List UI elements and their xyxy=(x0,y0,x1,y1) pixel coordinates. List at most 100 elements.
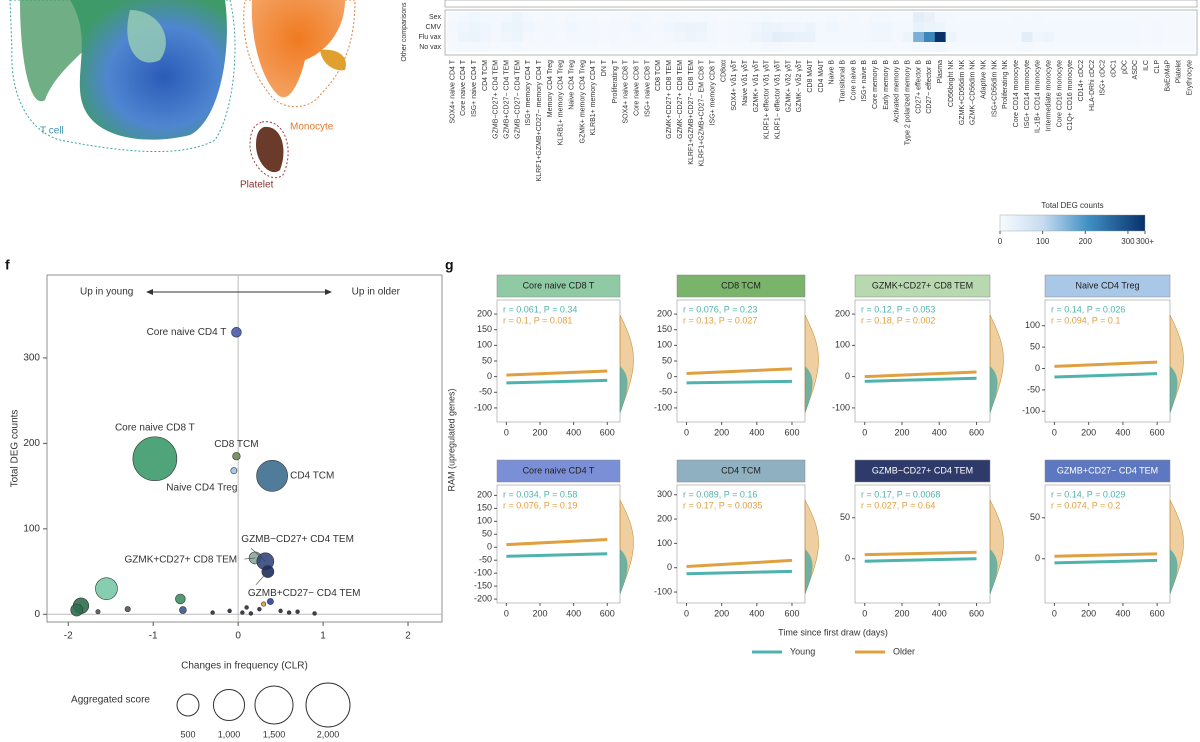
y-tick-label: 200 xyxy=(657,513,672,523)
heatmap-column-label: HLA-DRhi cDC2 xyxy=(1089,60,1096,111)
heatmap-column-label: Adaptive NK xyxy=(980,60,987,99)
trend-line xyxy=(686,569,793,576)
heatmap-cell xyxy=(447,22,459,32)
heatmap-column-label: ILC xyxy=(1143,60,1150,71)
heatmap-cell xyxy=(1054,22,1066,32)
heatmap-column-label: GZMK+ Vδ1 γδT xyxy=(753,59,760,112)
monocyte-outline xyxy=(243,0,356,108)
heatmap-cell xyxy=(956,32,968,42)
stats-text: r = 0.094, P = 0.1 xyxy=(1051,315,1120,325)
y-tick-label: 50 xyxy=(1030,512,1040,522)
stats-text: r = 0.17, P = 0.0035 xyxy=(683,500,762,510)
heatmap-cell xyxy=(1184,22,1196,32)
size-legend-circle xyxy=(254,685,294,725)
heatmap-cell xyxy=(815,32,827,42)
heatmap-cell xyxy=(1097,42,1109,52)
bubble xyxy=(295,609,300,614)
bubble xyxy=(266,598,274,605)
heatmap-cell xyxy=(652,22,665,32)
heatmap-column-label: Core naive CD4 T xyxy=(460,59,467,116)
bubble-label: CD4 TCM xyxy=(290,470,334,481)
heatmap-cell xyxy=(826,32,838,42)
heatmap-cell xyxy=(837,12,849,22)
y-tick-label: 100 xyxy=(1025,320,1040,330)
heatmap-column-label: ISG+ naive CD4 T xyxy=(471,59,478,117)
heatmap-cell xyxy=(696,32,708,42)
y-tick-label: 50 xyxy=(840,512,850,522)
y-tick-label: 200 xyxy=(477,308,492,318)
heatmap-cell xyxy=(609,32,621,42)
heatmap-cell xyxy=(1162,42,1174,52)
bubble xyxy=(278,608,283,614)
y-tick-label: -150 xyxy=(474,581,492,591)
stats-text: r = 0.1, P = 0.081 xyxy=(503,315,572,325)
heatmap-cell xyxy=(869,42,881,52)
heatmap-column-label: Erythrocyte xyxy=(1186,60,1193,96)
heatmap-cell xyxy=(761,42,773,52)
heatmap-row-label: Flu vax xyxy=(418,34,441,41)
bubble xyxy=(256,459,288,492)
heatmap-column-label: CD4 MAIT xyxy=(818,59,825,92)
density xyxy=(620,366,628,414)
heatmap-cell xyxy=(544,22,556,32)
heatmap-cell xyxy=(1151,22,1163,32)
x-tick-label: 600 xyxy=(600,608,615,618)
x-tick-label: 600 xyxy=(1150,608,1165,618)
heatmap-cell xyxy=(544,12,556,22)
heatmap-column-label: SOX4+ naive CD4 T xyxy=(449,59,456,123)
heatmap-cell xyxy=(522,12,534,22)
heatmap-cell xyxy=(989,12,1001,22)
heatmap-column-label: GZMK+ memory CD4 Treg xyxy=(579,60,586,144)
trend-line xyxy=(506,537,608,547)
heatmap-column-label: Type 2 polarized memory B xyxy=(905,60,912,146)
heatmap-row-label: CMV xyxy=(425,24,441,31)
heatmap-cell xyxy=(1119,42,1131,52)
bubble xyxy=(124,606,131,613)
x-tick-label: 0 xyxy=(235,631,241,642)
bubble-label: Core naive CD8 T xyxy=(115,422,195,433)
heatmap-column-label: Naive CD4 Treg xyxy=(569,60,576,110)
stats-text: r = 0.089, P = 0.16 xyxy=(683,489,757,499)
heatmap-cell xyxy=(880,32,892,42)
y-tick-label: -100 xyxy=(1022,406,1040,416)
heatmap-column-label: CD8αα xyxy=(720,60,727,82)
heatmap-cell xyxy=(1151,12,1163,22)
heatmap-column-label: ISG+ memory CD8 T xyxy=(709,59,716,125)
y-tick-label: 0 xyxy=(34,609,40,620)
density xyxy=(1170,366,1178,414)
trend-line xyxy=(506,369,608,377)
heatmap-column-label: Activated memory B xyxy=(894,60,901,123)
heatmap-cell xyxy=(609,42,621,52)
heatmap-column-label: GZMK− Vδ2 γδT xyxy=(796,59,803,112)
stats-text: r = 0.13, P = 0.027 xyxy=(683,315,757,325)
y-tick-label: 50 xyxy=(662,355,672,365)
heatmap-cell xyxy=(663,32,675,42)
trend-line xyxy=(864,557,977,563)
panel-title: GZMB−CD27+ CD4 TEM xyxy=(872,465,973,475)
heatmap-cell xyxy=(555,42,567,52)
x-tick-label: 400 xyxy=(932,608,947,618)
panel-header xyxy=(1044,459,1171,483)
heatmap-cell xyxy=(577,22,589,32)
heatmap-cell xyxy=(728,12,740,22)
heatmap-cell xyxy=(902,22,914,32)
heatmap-cell xyxy=(869,32,881,42)
heatmap-column-label: Transitional B xyxy=(840,60,847,103)
heatmap-cell xyxy=(934,12,946,22)
heatmap-cell xyxy=(913,32,925,42)
heatmap-cell xyxy=(512,12,524,22)
heatmap-cell xyxy=(1054,42,1066,52)
heatmap-cell xyxy=(1162,12,1174,22)
heatmap-cell xyxy=(1032,42,1044,52)
heatmap-cell xyxy=(685,22,697,32)
heatmap-cell xyxy=(696,22,708,32)
heatmap-cell xyxy=(1129,32,1141,42)
heatmap-cell xyxy=(1086,12,1098,22)
y-tick-label: -50 xyxy=(479,387,492,397)
y-tick-label: -50 xyxy=(479,555,492,565)
stats-text: r = 0.14, P = 0.029 xyxy=(1051,489,1125,499)
heatmap-cell xyxy=(858,42,870,52)
heatmap-cell xyxy=(512,22,524,32)
heatmap-cell xyxy=(793,32,805,42)
heatmap-cell xyxy=(457,32,469,42)
